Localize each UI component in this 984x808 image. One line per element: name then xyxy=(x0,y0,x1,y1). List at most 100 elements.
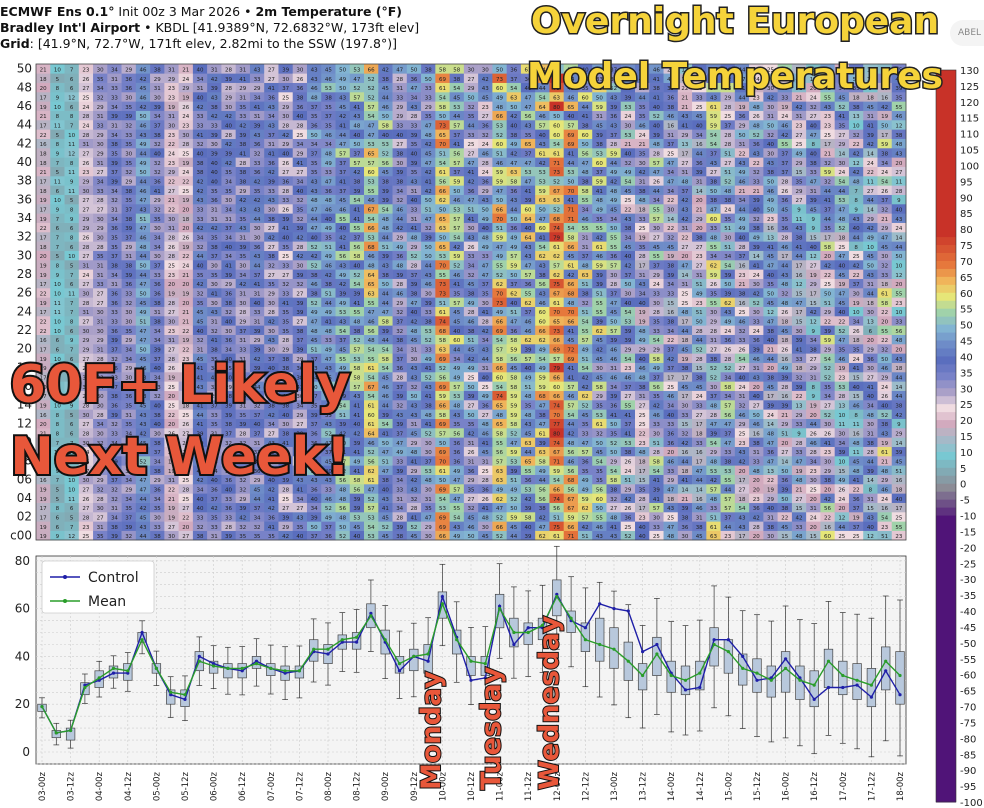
heatmap-cell-value: 70 xyxy=(567,189,574,195)
heatmap-cell-value: 30 xyxy=(125,95,132,101)
heatmap-cell xyxy=(64,92,80,102)
heatmap-cell-value: 43 xyxy=(339,319,346,325)
heatmap-cell-value: 59 xyxy=(710,114,717,120)
heatmap-cell-value: 32 xyxy=(97,375,104,381)
heatmap-cell-value: 41 xyxy=(410,226,417,232)
heatmap-cell-value: 54 xyxy=(382,207,389,213)
heatmap-cell-value: 35 xyxy=(325,235,332,241)
heatmap-cell-value: 55 xyxy=(596,515,603,521)
heatmap-cell-value: 58 xyxy=(496,431,503,437)
heatmap-cell-value: 42 xyxy=(139,105,146,111)
heatmap-cell-value: 35 xyxy=(197,273,204,279)
heatmap-cell-value: 28 xyxy=(396,375,403,381)
heatmap-cell-value: 50 xyxy=(567,179,574,185)
heatmap-cell-value: 55 xyxy=(582,198,589,204)
heatmap-cell-value: 29 xyxy=(125,487,132,493)
heatmap-cell-value: 39 xyxy=(610,105,617,111)
heatmap-cell-value: 42 xyxy=(396,226,403,232)
heatmap-cell-value: 48 xyxy=(681,310,688,316)
heatmap-cell-value: 50 xyxy=(468,95,475,101)
heatmap-cell-value: 52 xyxy=(410,254,417,260)
heatmap-cell xyxy=(78,437,94,447)
heatmap-cell-value: 42 xyxy=(239,198,246,204)
heatmap-cell-value: 37 xyxy=(425,459,432,465)
heatmap-cell-value: 35 xyxy=(311,161,318,167)
heatmap-cell-value: 30 xyxy=(624,123,631,129)
heatmap-cell-value: 35 xyxy=(97,534,104,540)
heatmap-cell-value: 34 xyxy=(311,142,318,148)
heatmap-cell-value: 46 xyxy=(639,366,646,372)
heatmap-cell-value: 20 xyxy=(182,301,189,307)
heatmap-cell-value: 39 xyxy=(296,226,303,232)
heatmap-cell-value: 38 xyxy=(125,189,132,195)
heatmap-cell-value: 57 xyxy=(368,161,375,167)
heatmap-cell-value: 30 xyxy=(410,357,417,363)
heatmap-cell-value: 17 xyxy=(639,506,646,512)
heatmap-cell-value: 36 xyxy=(211,198,218,204)
heatmap-cell-value: 49 xyxy=(325,515,332,521)
heatmap-cell-value: 39 xyxy=(596,133,603,139)
heatmap-cell-value: 54 xyxy=(710,142,717,148)
heatmap-cell-value: 30 xyxy=(239,301,246,307)
heatmap-cell-value: 43 xyxy=(410,366,417,372)
heatmap-cell-value: 22 xyxy=(182,329,189,335)
heatmap-cell-value: 7 xyxy=(56,235,60,241)
heatmap-cell-value: 27 xyxy=(82,487,89,493)
heatmap-cell-value: 28 xyxy=(225,133,232,139)
heatmap-cell-value: 66 xyxy=(553,487,560,493)
heatmap-cell-value: 50 xyxy=(439,207,446,213)
heatmap-cell xyxy=(107,204,122,214)
heatmap-cell-value: 40 xyxy=(482,375,489,381)
heatmap-cell-value: 21 xyxy=(681,105,688,111)
heatmap-cell-value: 29 xyxy=(681,133,688,139)
heatmap-cell-value: 31 xyxy=(211,319,218,325)
heatmap-cell-value: 29 xyxy=(182,86,189,92)
heatmap-cell xyxy=(64,521,80,531)
heatmap-cell-value: 57 xyxy=(525,357,532,363)
heatmap-cell-value: 29 xyxy=(225,282,232,288)
heatmap-cell xyxy=(78,512,94,522)
heatmap-cell-value: 31 xyxy=(211,534,218,540)
heatmap-cell-value: 74 xyxy=(439,319,446,325)
heatmap-cell-value: 46 xyxy=(696,506,703,512)
heatmap-cell-value: 34 xyxy=(154,245,161,251)
heatmap-cell-value: 54 xyxy=(624,357,631,363)
heatmap-cell-value: 47 xyxy=(353,77,360,83)
heatmap-cell-value: 22 xyxy=(168,179,175,185)
heatmap-cell-value: 59 xyxy=(553,469,560,475)
heatmap-cell-value: 67 xyxy=(567,497,574,503)
heatmap-cell-value: 54 xyxy=(624,179,631,185)
heatmap-cell-value: 8 xyxy=(56,385,60,391)
heatmap-cell-value: 33 xyxy=(111,319,118,325)
heatmap-cell-value: 33 xyxy=(111,86,118,92)
heatmap-cell-value: 33 xyxy=(225,497,232,503)
heatmap-cell-value: 39 xyxy=(211,151,218,157)
heatmap-cell-value: 28 xyxy=(182,487,189,493)
heatmap-cell-value: 27 xyxy=(482,114,489,120)
heatmap-cell-value: 58 xyxy=(610,478,617,484)
heatmap-cell-value: 39 xyxy=(396,394,403,400)
heatmap-cell-value: 34 xyxy=(268,114,275,120)
heatmap-cell-value: 28 xyxy=(82,403,89,409)
heatmap-cell-value: 15 xyxy=(639,478,646,484)
heatmap-cell-value: 34 xyxy=(197,487,204,493)
heatmap-cell xyxy=(78,446,94,457)
heatmap-cell-value: 33 xyxy=(254,161,261,167)
heatmap-cell-value: 6 xyxy=(56,375,60,381)
heatmap-cell-value: 31 xyxy=(125,254,132,260)
heatmap-cell-value: 47 xyxy=(539,525,546,531)
heatmap-cell-value: 49 xyxy=(510,142,517,148)
heatmap-cell xyxy=(36,456,51,466)
heatmap-cell-value: 58 xyxy=(353,366,360,372)
heatmap-cell-value: 56 xyxy=(353,487,360,493)
heatmap-cell-value: 45 xyxy=(482,450,489,456)
heatmap-cell-value: 67 xyxy=(368,207,375,213)
heatmap-cell-value: 44 xyxy=(681,459,688,465)
heatmap-cell-value: 46 xyxy=(139,189,146,195)
heatmap-cell-value: 52 xyxy=(382,151,389,157)
heatmap-cell-value: 44 xyxy=(724,487,731,493)
heatmap-cell xyxy=(93,400,108,410)
heatmap-cell xyxy=(50,64,65,74)
heatmap-cell-value: 45 xyxy=(410,431,417,437)
heatmap-cell xyxy=(93,521,108,531)
